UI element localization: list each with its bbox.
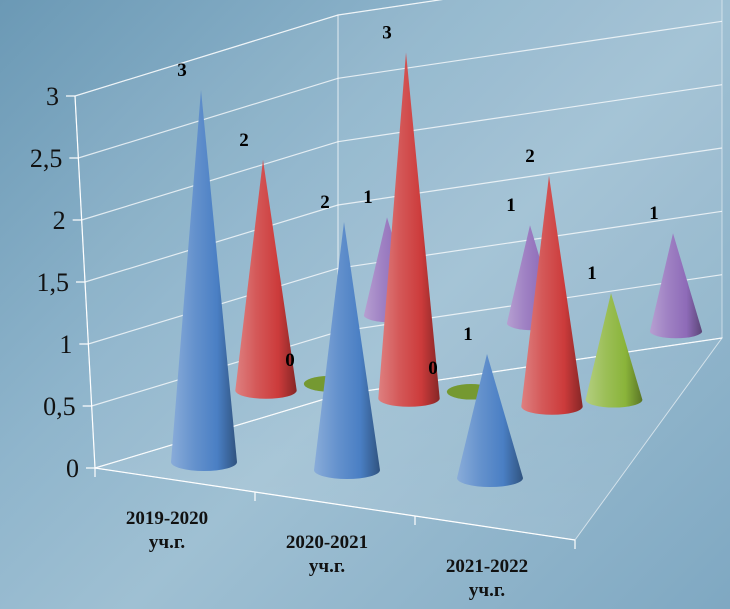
gridlines — [74, 0, 723, 469]
cone-mark — [649, 233, 703, 339]
cone-mark — [585, 293, 643, 408]
data-label: 0 — [285, 350, 295, 371]
cone-mark — [521, 175, 583, 415]
y-tick-label: 2,5 — [30, 144, 63, 173]
gridline — [88, 210, 723, 345]
cone-mark — [314, 222, 380, 479]
y-tick-label: 3 — [46, 82, 59, 111]
data-label: 1 — [506, 195, 516, 216]
y-tick-label: 0 — [66, 454, 79, 483]
data-label: 3 — [177, 60, 187, 81]
y-tick-label: 1 — [59, 330, 72, 359]
y-tick-label: 2 — [53, 206, 66, 235]
gridline — [84, 147, 723, 283]
data-label: 1 — [463, 324, 473, 345]
y-tick-label: 1,5 — [37, 268, 70, 297]
cone-mark — [378, 52, 440, 407]
gridline — [78, 20, 723, 159]
y-axis: 0 0,5 1 1,5 2 2,5 3 — [30, 82, 96, 483]
gridline — [81, 84, 723, 221]
x-tick-label: 2019-2020 уч.г. — [126, 508, 208, 553]
data-label: 2 — [525, 146, 535, 167]
cone-mark — [235, 159, 297, 399]
plot-area — [171, 52, 703, 487]
cone-mark — [171, 90, 237, 471]
cone-mark — [457, 354, 523, 487]
data-label: 3 — [382, 22, 392, 43]
x-axis-line — [94, 467, 576, 541]
x-tick-label: 2020-2021 уч.г. — [286, 532, 368, 577]
gridline — [74, 0, 444, 97]
x-tick-label: 2021-2022 уч.г. — [446, 556, 528, 601]
data-label: 1 — [587, 263, 597, 284]
y-tick-label: 0,5 — [43, 392, 76, 421]
data-label: 2 — [239, 130, 249, 151]
data-label: 0 — [428, 358, 438, 379]
x-axis: 2019-2020 уч.г. 2020-2021 уч.г. 2021-2022 уч.… — [94, 467, 576, 601]
data-label: 2 — [320, 192, 330, 213]
data-label: 1 — [363, 187, 373, 208]
data-label: 1 — [649, 203, 659, 224]
y-axis-line — [74, 95, 96, 469]
data-labels: 1 1 1 0 0 1 2 3 2 3 2 1 — [177, 22, 659, 378]
